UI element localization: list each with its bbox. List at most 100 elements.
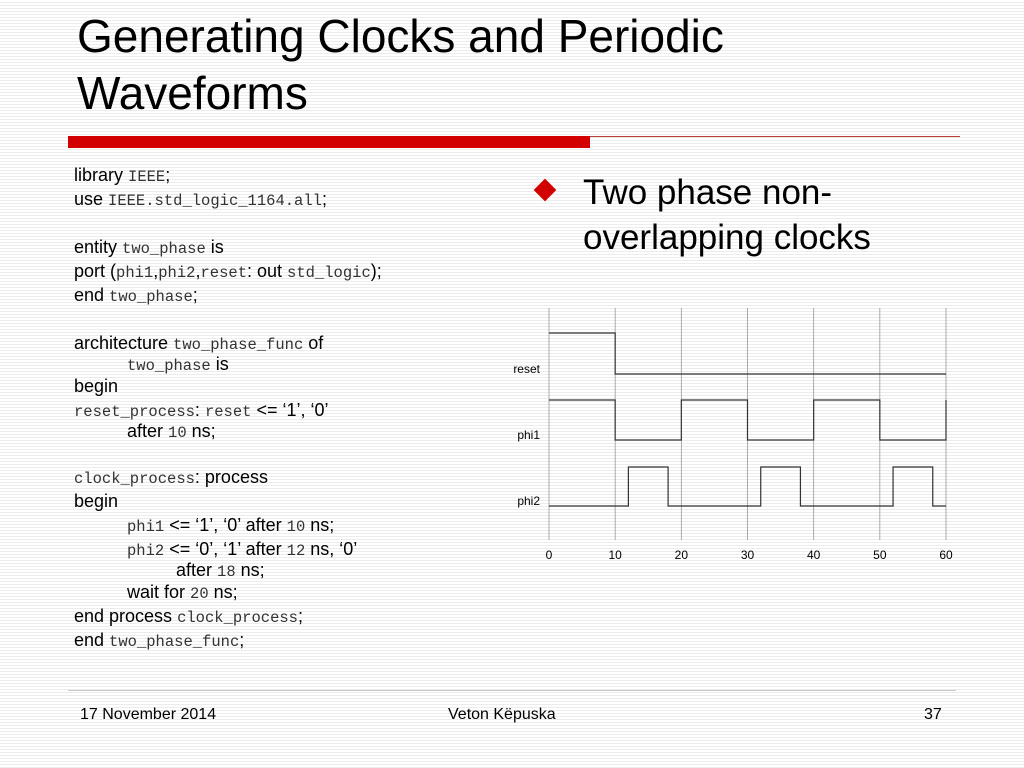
punct: ; bbox=[239, 630, 245, 650]
signal-label-phi2: phi2 bbox=[517, 494, 540, 508]
title-underline-red bbox=[68, 136, 590, 148]
punct: ; bbox=[321, 189, 327, 209]
identifier: two_phase_func bbox=[173, 336, 304, 354]
keyword: end process bbox=[74, 606, 178, 626]
identifier: IEEE bbox=[128, 168, 166, 186]
timing-diagram-svg: 0 10 20 30 40 50 60 reset phi1 phi2 bbox=[513, 308, 953, 562]
title-line-1: Generating Clocks and Periodic bbox=[77, 10, 724, 62]
punct: : bbox=[194, 400, 205, 420]
footer-author: Veton Këpuska bbox=[448, 706, 556, 723]
title-line-2: Waveforms bbox=[77, 67, 308, 119]
code-gap bbox=[74, 441, 382, 465]
keyword: ns; bbox=[305, 515, 335, 535]
diamond-bullet-icon bbox=[533, 178, 557, 202]
number: 18 bbox=[217, 563, 236, 581]
identifier: phi1 bbox=[127, 518, 165, 536]
code-line-end-entity: end two_phase; bbox=[74, 283, 382, 307]
identifier: two_phase bbox=[122, 240, 206, 258]
number: 10 bbox=[286, 518, 306, 536]
signal-label-phi1: phi1 bbox=[517, 428, 540, 442]
keyword: is bbox=[210, 354, 229, 374]
keyword: after bbox=[240, 515, 287, 535]
code-line-architecture: architecture two_phase_func of bbox=[74, 331, 382, 355]
code-line-wait: wait for 20 ns; bbox=[74, 580, 382, 604]
punct: ; bbox=[297, 606, 303, 626]
keyword: architecture bbox=[74, 333, 174, 353]
keyword: after bbox=[240, 539, 287, 559]
identifier: phi1 bbox=[116, 264, 154, 282]
identifier: reset_process bbox=[74, 403, 195, 421]
identifier: reset bbox=[200, 264, 247, 282]
identifier: reset bbox=[204, 403, 252, 421]
code-line-end-arch: end two_phase_func; bbox=[74, 628, 382, 652]
code-line-port: port (phi1,phi2,reset: out std_logic); bbox=[74, 259, 382, 283]
vhdl-code-block: library IEEE; use IEEE.std_logic_1164.al… bbox=[74, 163, 382, 652]
code-line-entity: entity two_phase is bbox=[74, 235, 382, 259]
identifier: clock_process bbox=[177, 609, 298, 627]
code-line-phi2-after: after 18 ns; bbox=[74, 560, 382, 582]
keyword: ns; bbox=[208, 582, 238, 602]
code-line-use: use IEEE.std_logic_1164.all; bbox=[74, 187, 382, 211]
footer-date: 17 November 2014 bbox=[80, 706, 217, 723]
keyword: end bbox=[74, 285, 110, 305]
keyword: : process bbox=[194, 467, 268, 487]
x-tick-label-10: 10 bbox=[608, 548, 622, 562]
keyword: after bbox=[176, 560, 218, 580]
assignment: <= ‘0’, ‘1’ bbox=[164, 539, 241, 559]
identifier: two_phase bbox=[109, 288, 193, 306]
punct: ; bbox=[165, 165, 171, 185]
keyword: port ( bbox=[74, 261, 117, 281]
keyword: end bbox=[74, 630, 110, 650]
keyword: ns; bbox=[186, 421, 216, 441]
code-line-begin: begin bbox=[74, 376, 119, 396]
code-line-library: library IEEE; bbox=[74, 163, 382, 187]
number: 12 bbox=[286, 542, 306, 560]
x-tick-label-50: 50 bbox=[873, 548, 887, 562]
slide-title: Generating Clocks and Periodic Waveforms bbox=[77, 8, 977, 122]
keyword: is bbox=[205, 237, 224, 257]
waveform-phi2 bbox=[549, 466, 946, 507]
assignment: <= ‘1’, ‘0’ bbox=[164, 515, 241, 535]
code-line-phi2: phi2 <= ‘0’, ‘1’ after 12 ns, ‘0’ bbox=[74, 537, 382, 561]
x-tick-label-40: 40 bbox=[807, 548, 821, 562]
x-tick-label-30: 30 bbox=[741, 548, 755, 562]
code-line-architecture-cont: two_phase is bbox=[74, 354, 382, 376]
x-tick-label-20: 20 bbox=[675, 548, 689, 562]
punct: , bbox=[195, 261, 201, 281]
keyword: after bbox=[127, 421, 169, 441]
identifier: std_logic bbox=[287, 264, 371, 282]
code-line-begin-2: begin bbox=[74, 491, 119, 511]
footer-page-number: 37 bbox=[924, 706, 942, 723]
keyword: entity bbox=[74, 237, 123, 257]
code-line-clock-process: clock_process: process bbox=[74, 465, 382, 489]
code-line-reset-after: after 10 ns; bbox=[74, 421, 382, 443]
keyword: wait for bbox=[127, 582, 191, 602]
code-line-phi1: phi1 <= ‘1’, ‘0’ after 10 ns; bbox=[74, 513, 382, 537]
keyword: : out bbox=[247, 261, 288, 281]
identifier: phi2 bbox=[127, 542, 165, 560]
keyword: use bbox=[74, 189, 109, 209]
signal-label-reset: reset bbox=[513, 362, 540, 376]
assignment: ns, ‘0’ bbox=[305, 539, 358, 559]
identifier: two_phase_func bbox=[109, 633, 240, 651]
identifier: clock_process bbox=[74, 470, 195, 488]
x-tick-label-60: 60 bbox=[939, 548, 953, 562]
waveform-phi1 bbox=[549, 399, 947, 441]
keyword: library bbox=[74, 165, 129, 185]
code-line-reset-process: reset_process: reset <= ‘1’, ‘0’ bbox=[74, 398, 382, 422]
identifier: IEEE.std_logic_1164.all bbox=[108, 192, 322, 210]
identifier: two_phase bbox=[127, 357, 211, 375]
punct: ; bbox=[192, 285, 198, 305]
title-underline-thin bbox=[590, 136, 960, 137]
keyword: of bbox=[303, 333, 324, 353]
code-gap bbox=[74, 211, 382, 235]
bullet-line-1: Two phase non- bbox=[583, 173, 833, 212]
bullet-text: Two phase non- overlapping clocks bbox=[583, 170, 871, 260]
code-line-end-process: end process clock_process; bbox=[74, 604, 382, 628]
waveform-reset bbox=[549, 332, 946, 375]
assignment: <= ‘1’, ‘0’ bbox=[251, 400, 329, 420]
punct: , bbox=[153, 261, 159, 281]
bullet-line-2: overlapping clocks bbox=[583, 218, 871, 257]
number: 20 bbox=[190, 585, 209, 603]
code-gap bbox=[74, 307, 382, 331]
